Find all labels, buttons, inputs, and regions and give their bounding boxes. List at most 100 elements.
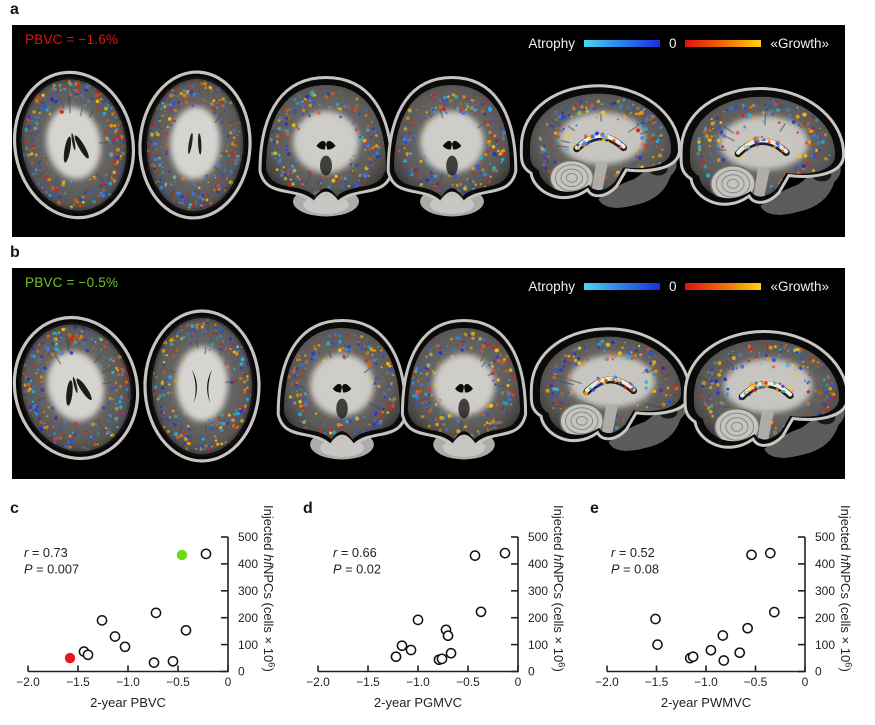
x-tick-label: −1.5 [356, 675, 380, 689]
brain-tissue [529, 93, 672, 192]
brain-tissue [693, 339, 840, 442]
scatter-points [390, 547, 511, 666]
data-point-open [96, 615, 108, 626]
sulci-lines [284, 341, 397, 440]
cortical-speckles [22, 80, 127, 209]
ventricles [442, 140, 462, 176]
cerebellum [709, 165, 756, 199]
y-axis-title: Injected hfNPCs (cells × 106) [261, 505, 277, 672]
axes [606, 536, 806, 673]
scatter-points [650, 547, 780, 666]
x-tick-label: 0 [802, 675, 809, 689]
x-tick-label: −0.5 [166, 675, 190, 689]
data-point-open [200, 548, 212, 560]
brain-tissue [12, 70, 137, 220]
brainstem [601, 404, 618, 435]
svg-text:r = 0.66: r = 0.66 [333, 545, 377, 560]
brain-tissue [539, 336, 682, 435]
data-point-open [109, 631, 121, 642]
brain-slice-a-2-axial [138, 70, 252, 220]
y-tick-label: 500 [528, 530, 548, 544]
brain-slice-a-5-sagittal [519, 84, 681, 208]
cerebellum [713, 408, 760, 442]
ventricles [66, 376, 92, 406]
data-point-open [396, 640, 408, 652]
colorbar-atrophy-label: Atrophy [528, 279, 575, 294]
x-axis-title: 2-year PBVC [90, 695, 166, 710]
panel-b-letter: b [10, 244, 20, 261]
data-point-green-dot [176, 549, 188, 561]
svg-text:P = 0.02: P = 0.02 [333, 562, 381, 577]
data-point-open [150, 607, 162, 619]
y-tick-label: 500 [815, 530, 835, 544]
brain-tissue [408, 328, 520, 440]
data-point-open [180, 624, 192, 636]
ventricles [188, 133, 202, 155]
brain-slices-a [12, 70, 845, 220]
mri-panel-b: PBVC = −0.5% Atrophy 0 «Growth» [12, 268, 845, 479]
svg-text:r = 0.52: r = 0.52 [611, 545, 655, 560]
corpus-callosum [734, 136, 790, 159]
brain-slice-b-5-sagittal [529, 327, 691, 451]
mri-panel-a: PBVC = −1.6% Atrophy 0 «Growth» [12, 25, 845, 237]
cerebellum [559, 402, 605, 435]
y-tick-label: 100 [815, 638, 835, 652]
scatter-chart-pgmvc: −2.0 −1.5 −1.0 −0.5 00 100 200 300 400 500 2-year … [306, 505, 567, 710]
x-tick-label: −0.5 [456, 675, 480, 689]
panel-a-letter: a [10, 1, 19, 18]
data-point-open [82, 649, 94, 661]
stats-annotation: r = 0.52 P = 0.08 [611, 545, 659, 577]
panel-c-letter: c [10, 500, 19, 517]
stats-annotation: r = 0.73 P = 0.007 [24, 545, 79, 577]
colorbar-growth-gradient [685, 283, 762, 290]
data-point-open [469, 550, 481, 561]
cerebellum [549, 159, 595, 192]
x-tick-label: −2.0 [595, 675, 619, 689]
colorbar-b: Atrophy 0 «Growth» [528, 279, 829, 294]
cortical-speckles [22, 325, 131, 451]
x-axis-title: 2-year PGMVC [374, 695, 462, 710]
colorbar-a: Atrophy 0 «Growth» [528, 36, 829, 51]
ventricles [192, 369, 212, 404]
x-tick-label: −1.0 [116, 675, 140, 689]
y-tick-label: 300 [238, 584, 258, 598]
tick-labels: −2.0 −1.5 −1.0 −0.5 00 100 200 300 400 500 [306, 530, 548, 689]
y-tick-label: 300 [815, 584, 835, 598]
data-point-open [475, 606, 487, 618]
ventricles [332, 383, 352, 419]
brain-slice-b-6-sagittal [683, 330, 845, 458]
x-tick-label: 0 [515, 675, 522, 689]
brain-slice-b-3-coronal [276, 319, 408, 460]
x-tick-label: −1.5 [66, 675, 90, 689]
brain-tissue [394, 85, 510, 197]
data-point-open [746, 549, 757, 561]
x-tick-label: −2.0 [306, 675, 330, 689]
x-tick-label: 0 [225, 675, 232, 689]
colorbar-atrophy-gradient [583, 40, 660, 47]
data-point-open [167, 655, 179, 667]
x-tick-label: −2.0 [16, 675, 40, 689]
data-point-open [412, 614, 424, 626]
x-tick-label: −1.5 [645, 675, 669, 689]
y-tick-label: 400 [528, 557, 548, 571]
colorbar-growth-gradient [685, 40, 762, 47]
data-point-open [734, 647, 746, 659]
corpus-callosum [573, 131, 628, 153]
y-tick-label: 0 [528, 665, 535, 679]
y-axis-title: Injected hfNPCs (cells × 106) [551, 505, 567, 672]
brain-slice-b-4-coronal [400, 319, 528, 460]
data-point-open [445, 647, 457, 659]
ventricles [63, 133, 89, 163]
y-tick-label: 100 [238, 638, 258, 652]
x-tick-label: −1.0 [406, 675, 430, 689]
brain-slice-b-1-axial [12, 312, 144, 464]
scatter-points [64, 548, 212, 668]
scatter-chart-pwmvc: −2.0 −1.5 −1.0 −0.5 00 100 200 300 400 500 2-year … [595, 505, 853, 710]
corpus-callosum [738, 380, 794, 401]
data-point-open [717, 630, 729, 641]
colorbar-growth-label: «Growth» [770, 279, 829, 294]
svg-text:P = 0.007: P = 0.007 [24, 562, 79, 577]
colorbar-atrophy-gradient [583, 283, 660, 290]
y-tick-label: 0 [815, 665, 822, 679]
data-point-open [652, 639, 663, 650]
